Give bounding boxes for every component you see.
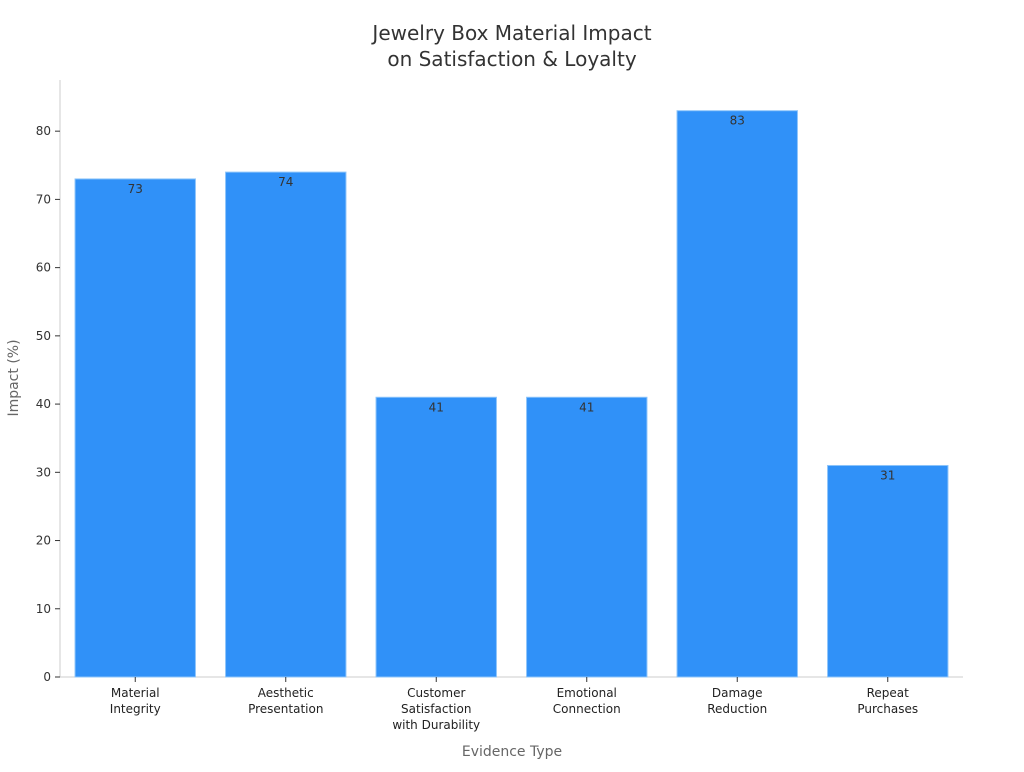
x-tick-label: Satisfaction: [401, 702, 471, 716]
bar: [225, 171, 347, 678]
bar-value-label: 31: [880, 468, 895, 482]
bar: [526, 396, 648, 678]
bar-value-label: 41: [579, 400, 594, 414]
bar: [375, 396, 497, 678]
x-tick-label: Damage: [712, 686, 763, 700]
y-tick-label: 80: [36, 124, 51, 138]
bar: [676, 110, 798, 678]
x-tick-label: Aesthetic: [258, 686, 314, 700]
y-tick-label: 30: [36, 465, 51, 479]
chart-title-line-1: Jewelry Box Material Impact: [370, 21, 651, 45]
x-axis-label: Evidence Type: [462, 744, 562, 760]
x-tick-label: Material: [111, 686, 160, 700]
chart-title-line-2: on Satisfaction & Loyalty: [387, 47, 636, 71]
y-axis-label: Impact (%): [6, 339, 22, 416]
y-tick-label: 50: [36, 329, 51, 343]
x-tick-label: Integrity: [110, 702, 161, 716]
y-tick-label: 10: [36, 602, 51, 616]
bar: [827, 464, 949, 678]
x-tick-label: Connection: [553, 702, 621, 716]
y-tick-label: 70: [36, 192, 51, 206]
x-tick-label: with Durability: [392, 718, 480, 732]
x-tick-label: Customer: [407, 686, 465, 700]
bar-value-label: 73: [128, 182, 143, 196]
y-tick-label: 0: [43, 670, 51, 684]
y-tick-label: 20: [36, 534, 51, 548]
y-tick-label: 60: [36, 261, 51, 275]
bar-value-label: 74: [278, 175, 293, 189]
bar: [74, 178, 196, 678]
x-tick-label: Presentation: [248, 702, 323, 716]
x-tick-label: Repeat: [867, 686, 910, 700]
x-tick-label: Emotional: [557, 686, 617, 700]
x-tick-label: Purchases: [857, 702, 918, 716]
x-tick-label: Reduction: [707, 702, 767, 716]
bar-value-label: 41: [429, 400, 444, 414]
y-tick-label: 40: [36, 397, 51, 411]
bar-value-label: 83: [730, 114, 745, 128]
